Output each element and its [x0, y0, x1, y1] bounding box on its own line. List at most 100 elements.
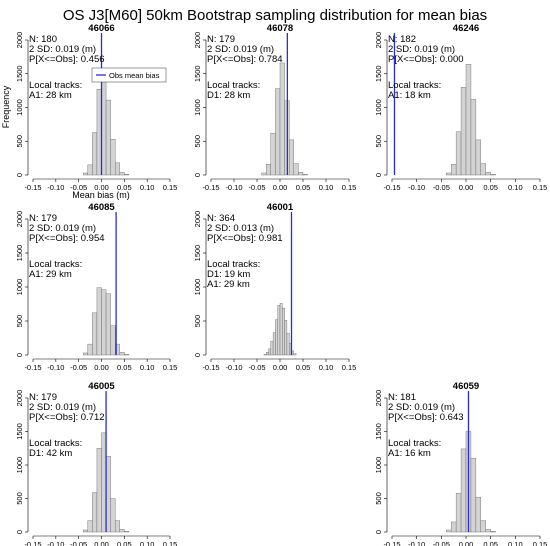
- x-tick-label: -0.10: [225, 183, 242, 192]
- legend-box: [91, 67, 167, 83]
- x-tick-label: 0.00: [273, 183, 288, 192]
- y-tick-label: 0: [374, 173, 383, 177]
- stat-line: 2 SD: 0.019 (m): [29, 223, 96, 234]
- y-tick-label: 500: [374, 492, 383, 505]
- histogram-bar: [92, 312, 98, 356]
- histogram-bar: [293, 163, 299, 176]
- histogram-bar: [275, 319, 278, 356]
- panel-title: 46001: [267, 202, 294, 213]
- histogram-bar: [266, 163, 272, 176]
- y-axis-label: Frequency: [1, 85, 11, 128]
- histogram-bar: [460, 448, 467, 533]
- stat-line: P[X<=Obs]: 0.712: [29, 412, 105, 423]
- histogram-bar: [114, 343, 120, 356]
- panel-title: 46085: [88, 202, 115, 213]
- y-tick-label: 1000: [193, 99, 202, 116]
- stat-line: N: 180: [29, 34, 57, 45]
- histogram-bar: [475, 139, 482, 176]
- x-tick-label: 0.15: [163, 363, 178, 372]
- x-tick-label: 0.15: [163, 183, 178, 192]
- stat-line: N: 179: [29, 213, 57, 224]
- histogram-bar: [96, 448, 102, 533]
- y-tick-label: 1000: [15, 279, 24, 296]
- histogram-bar: [279, 62, 285, 176]
- x-tick-label: -0.15: [383, 183, 400, 192]
- y-tick-label: 500: [15, 492, 24, 505]
- histogram-bar: [282, 307, 285, 356]
- stat-line: N: 179: [29, 392, 57, 403]
- histogram-bar: [302, 174, 308, 176]
- histogram-bar: [87, 520, 93, 533]
- y-tick-label: 500: [193, 315, 202, 328]
- histogram-bar: [105, 293, 111, 356]
- x-tick-label: -0.05: [248, 183, 265, 192]
- histogram-bar: [92, 132, 98, 176]
- local-tracks-heading: Local tracks:: [207, 259, 260, 270]
- x-tick-label: 0.10: [508, 540, 523, 546]
- local-tracks-heading: Local tracks:: [29, 259, 82, 270]
- legend: Obs mean bias: [91, 67, 167, 83]
- y-tick-label: 0: [15, 173, 24, 177]
- y-tick-label: 500: [15, 135, 24, 148]
- figure-title: OS J3[M60] 50km Bootstrap sampling distr…: [63, 7, 487, 24]
- x-tick-label: -0.10: [225, 363, 242, 372]
- y-tick-label: 1500: [15, 423, 24, 440]
- x-tick-label: 0.05: [483, 540, 498, 546]
- histogram-bar: [293, 353, 297, 356]
- panels: 0 500 1000 1500 2000 -0.15 -0.10 -0.05 0.00 0.05 0…: [1, 23, 547, 546]
- y-tick-label: 2000: [374, 32, 383, 49]
- x-tick-label: -0.05: [70, 540, 87, 546]
- y-tick-label: 1500: [193, 245, 202, 262]
- y-tick-label: 1500: [374, 65, 383, 82]
- x-tick-label: -0.15: [24, 183, 41, 192]
- x-tick-label: 0.00: [94, 363, 109, 372]
- y-tick-label: 1000: [374, 99, 383, 116]
- x-tick-label: 0.00: [459, 540, 474, 546]
- histogram-bar: [87, 343, 93, 356]
- x-tick-label: 0.10: [319, 183, 334, 192]
- histogram-bar: [124, 531, 130, 533]
- stat-line: 2 SD: 0.019 (m): [29, 44, 96, 55]
- stat-line: N: 364: [207, 213, 235, 224]
- y-tick-label: 0: [374, 530, 383, 534]
- panel-title: 46066: [88, 23, 114, 34]
- histogram-bar: [279, 303, 283, 356]
- histogram-bar: [480, 163, 486, 176]
- histogram-bar: [270, 341, 274, 356]
- x-tick-label: 0.00: [94, 183, 109, 192]
- x-tick-label: -0.10: [47, 183, 64, 192]
- x-tick-label: -0.05: [70, 183, 87, 192]
- x-tick-label: -0.15: [24, 363, 41, 372]
- local-tracks-heading: Local tracks:: [29, 80, 82, 91]
- x-tick-label: 0.05: [117, 540, 132, 546]
- x-tick-label: 0.00: [94, 540, 109, 546]
- histogram-bar: [96, 89, 102, 176]
- x-tick-label: 0.00: [459, 183, 474, 192]
- local-track: A1: 16 km: [388, 448, 431, 459]
- y-tick-label: 1000: [374, 457, 383, 474]
- histogram-bar: [110, 139, 116, 176]
- histogram-bar: [446, 172, 452, 176]
- stat-line: N: 182: [388, 34, 416, 45]
- x-tick-label: 0.05: [296, 183, 311, 192]
- stat-line: N: 179: [207, 34, 235, 45]
- x-tick-label: 0.10: [140, 183, 155, 192]
- histogram-bar: [284, 320, 288, 356]
- y-tick-label: 1500: [15, 245, 24, 262]
- stat-line: 2 SD: 0.019 (m): [29, 402, 96, 413]
- histogram-bar: [101, 289, 107, 356]
- panel-title: 46005: [88, 381, 115, 392]
- y-tick-label: 0: [15, 353, 24, 357]
- y-tick-label: 1000: [15, 457, 24, 474]
- local-track: A1: 29 km: [207, 279, 250, 290]
- histogram-bar: [275, 88, 281, 176]
- x-tick-label: 0.10: [140, 540, 155, 546]
- histogram-bar: [490, 174, 496, 176]
- y-tick-label: 500: [374, 135, 383, 148]
- local-track: D1: 28 km: [207, 90, 250, 101]
- x-axis-label: Mean bias (m): [72, 190, 130, 200]
- x-tick-label: 0.15: [533, 540, 548, 546]
- histogram-bar: [455, 492, 462, 533]
- histogram-bar: [480, 520, 486, 533]
- panel-46001: 0 500 1000 1500 2000 -0.15 -0.10 -0.05 0.00 0.05 0…: [193, 202, 356, 372]
